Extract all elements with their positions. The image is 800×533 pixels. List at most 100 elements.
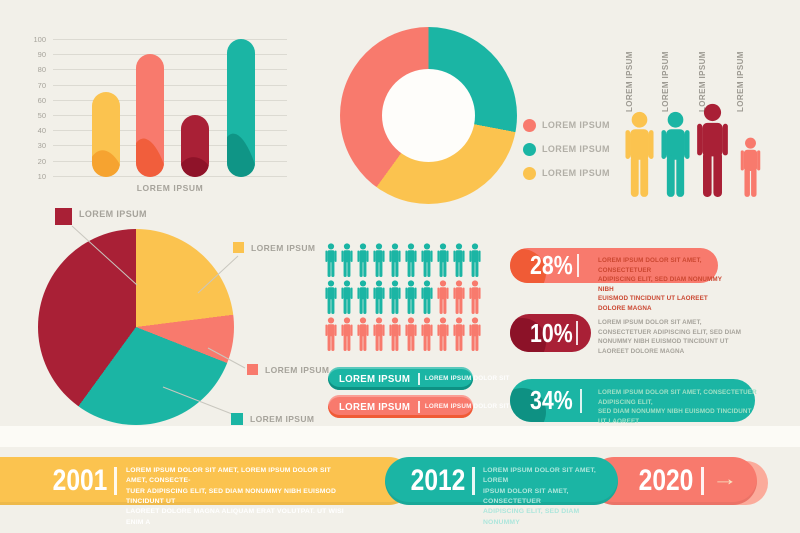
pie-label-teal: LOREM IPSUM: [231, 413, 314, 425]
donut-legend: LOREM IPSUM LOREM IPSUM LOREM IPSUM: [523, 118, 610, 190]
y-axis-tick: 60: [37, 95, 46, 105]
pie-chart: [38, 229, 234, 425]
legend-square: [233, 242, 244, 253]
pie-label-text: LOREM IPSUM: [250, 414, 315, 424]
gridline: [53, 99, 287, 101]
donut-hole: [382, 69, 475, 162]
stat-text-28: LOREM IPSUM DOLOR SIT AMET, CONSECTETUER…: [598, 257, 722, 312]
stat-text-10: LOREM IPSUM DOLOR SIT AMET, CONSECTETUER…: [598, 319, 742, 355]
divider: [472, 467, 475, 495]
person-icon: [341, 280, 353, 314]
divider: [418, 400, 420, 413]
bar-title: LOREM IPSUM: [339, 372, 411, 385]
person-icon: [389, 317, 401, 351]
pictograph-row: [324, 280, 486, 314]
family-pictogram: LOREM IPSUM LOREM IPSUM LOREM IPSUM LORE…: [618, 50, 788, 200]
pie-label-red: LOREM IPSUM: [55, 208, 147, 225]
person-icon: [437, 280, 449, 314]
person-icon: [373, 243, 385, 277]
gridline-row: 60: [28, 96, 290, 105]
gridline: [53, 145, 287, 147]
gridline-row: 80: [28, 65, 290, 74]
person-icon: [740, 137, 761, 197]
gridline: [53, 115, 287, 116]
divider: [114, 467, 117, 495]
bar-shade: [181, 154, 209, 177]
person-icon: [421, 280, 433, 314]
gridline: [53, 39, 287, 40]
legend-label: LOREM IPSUM: [542, 120, 610, 130]
bar-shade: [227, 130, 255, 177]
vertical-label: LOREM IPSUM: [735, 51, 745, 112]
person-icon: [341, 317, 353, 351]
person-icon: [389, 280, 401, 314]
legend-item: LOREM IPSUM: [523, 142, 610, 156]
timeline-year: 2001: [52, 464, 108, 497]
vertical-label: LOREM IPSUM: [660, 51, 670, 112]
bar-subtitle: LOREM IPSUM DOLOR SIT: [424, 403, 510, 410]
person-icon: [421, 317, 433, 351]
person-icon: [661, 111, 690, 197]
bar-title: LOREM IPSUM: [339, 400, 411, 413]
person-icon: [437, 243, 449, 277]
y-axis-tick: 70: [37, 80, 46, 90]
divider-band: [0, 426, 800, 447]
gridline: [53, 54, 287, 56]
gridline: [53, 160, 287, 162]
person-icon: [389, 243, 401, 277]
person-icon: [357, 243, 369, 277]
gridline: [53, 84, 287, 86]
donut-chart: [340, 27, 517, 204]
bar-subtitle: LOREM IPSUM DOLOR SIT: [424, 375, 510, 382]
gridline: [53, 175, 287, 177]
person-icon: [373, 280, 385, 314]
bar-shade: [92, 147, 120, 177]
person-icon: [469, 317, 481, 351]
y-axis-tick: 10: [37, 171, 46, 181]
bar-chart-x-label: LOREM IPSUM: [136, 183, 204, 193]
bar: [92, 92, 120, 177]
stat-pill-10: 10%: [510, 314, 591, 352]
divider: [701, 467, 704, 495]
timeline-text: LOREM IPSUM DOLOR SIT AMET, LOREM IPSUM …: [126, 467, 344, 526]
person-icon: [453, 317, 465, 351]
y-axis-tick: 80: [37, 65, 46, 75]
y-axis-tick: 100: [33, 35, 46, 44]
legend-square: [231, 413, 243, 425]
pie-label-text: LOREM IPSUM: [79, 209, 147, 219]
pictograph-row: [324, 317, 486, 351]
pie-label-text: LOREM IPSUM: [265, 365, 330, 375]
person-icon: [373, 317, 385, 351]
person-icon: [697, 103, 728, 197]
pictograph-row: [324, 243, 486, 277]
person-icon: [469, 243, 481, 277]
gridline: [53, 69, 287, 71]
y-axis-tick: 30: [37, 141, 46, 151]
person-icon: [437, 317, 449, 351]
divider: [418, 372, 420, 385]
y-axis-tick: 50: [37, 111, 46, 120]
person-icon: [469, 280, 481, 314]
timeline-year: 2012: [410, 464, 466, 497]
legend-label: LOREM IPSUM: [542, 144, 610, 154]
gridline: [53, 130, 287, 132]
person-icon: [625, 111, 654, 197]
stat-pill-28: 28%: [510, 248, 718, 283]
legend-dot-coral: [523, 118, 536, 132]
legend-square: [55, 208, 72, 225]
y-axis-tick: 20: [37, 156, 46, 166]
bar: [181, 115, 209, 177]
bar: [136, 54, 164, 177]
timeline-segment-2001: 2001 LOREM IPSUM DOLOR SIT AMET, LOREM I…: [0, 457, 413, 526]
person-icon: [341, 243, 353, 277]
population-pictograph: [324, 243, 486, 354]
pie-label-coral: LOREM IPSUM: [247, 364, 329, 375]
person-icon: [325, 243, 337, 277]
pictograph-bar-coral: LOREM IPSUM LOREM IPSUM DOLOR SIT: [328, 395, 509, 418]
person-icon: [453, 243, 465, 277]
arrow-right-icon: →: [712, 469, 738, 490]
gridline-row: 10: [28, 172, 290, 181]
timeline-year: 2020: [638, 464, 694, 497]
person-icon: [405, 317, 417, 351]
